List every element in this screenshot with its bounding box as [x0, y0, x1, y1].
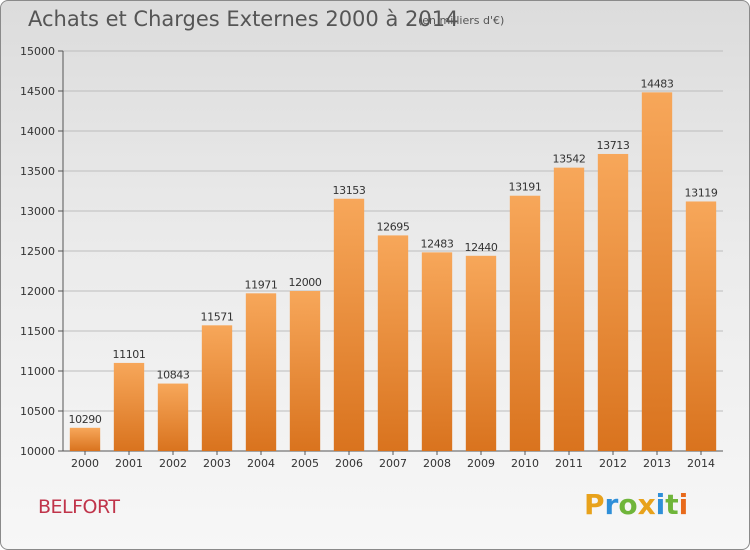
logo-letter: P: [584, 488, 605, 521]
value-label-2009: 12440: [465, 241, 498, 254]
logo-letter: i: [655, 488, 666, 521]
x-tick-label-2002: 2002: [159, 457, 187, 470]
logo-letter: x: [637, 488, 656, 521]
y-tick-label: 14500: [20, 85, 55, 98]
x-tick-label-2000: 2000: [71, 457, 99, 470]
x-tick-label-2003: 2003: [203, 457, 231, 470]
y-tick-label: 13000: [20, 205, 55, 218]
x-tick-label-2008: 2008: [423, 457, 451, 470]
bars: [69, 92, 717, 452]
x-tick-label-2005: 2005: [291, 457, 319, 470]
value-label-2008: 12483: [421, 237, 454, 250]
x-tick-label-2009: 2009: [467, 457, 495, 470]
bar-2005: [289, 291, 321, 451]
proxiti-logo: Proxiti: [584, 488, 688, 521]
y-tick-label: 15000: [20, 45, 55, 58]
y-tick-label: 10000: [20, 445, 55, 458]
y-tick-label: 12000: [20, 285, 55, 298]
chart-title: Achats et Charges Externes 2000 à 2014: [28, 7, 459, 31]
y-tick-label: 14000: [20, 125, 55, 138]
bar-2012: [597, 153, 629, 451]
y-tick-label: 10500: [20, 405, 55, 418]
bar-2007: [377, 235, 409, 451]
bar-2008: [421, 252, 453, 451]
x-tick-label-2006: 2006: [335, 457, 363, 470]
y-tick-label: 11500: [20, 325, 55, 338]
x-tick-label-2012: 2012: [599, 457, 627, 470]
bar-2014: [685, 201, 717, 451]
data-labels: 10290 11101 10843 11571 11971 12000 13153 12695…: [69, 77, 719, 426]
bar-2013: [641, 92, 673, 452]
x-tick-label-2013: 2013: [643, 457, 671, 470]
bar-2006: [333, 198, 365, 451]
value-label-2010: 13191: [509, 181, 542, 194]
city-name: BELFORT: [38, 496, 120, 518]
value-label-2004: 11971: [245, 278, 278, 291]
x-tick-label-2010: 2010: [511, 457, 539, 470]
chart-subtitle: (en milliers d'€): [418, 14, 505, 27]
bar-2011: [553, 167, 585, 451]
value-label-2006: 13153: [333, 184, 366, 197]
logo-letter: i: [678, 488, 689, 521]
bar-2000: [69, 427, 101, 451]
x-tick-label-2001: 2001: [115, 457, 143, 470]
bar-2009: [465, 255, 497, 451]
value-label-2000: 10290: [69, 413, 102, 426]
x-tick-label-2011: 2011: [555, 457, 583, 470]
y-tick-label: 12500: [20, 245, 55, 258]
logo-letter: r: [604, 488, 619, 521]
bar-2002: [157, 383, 189, 451]
value-label-2002: 10843: [157, 369, 190, 382]
y-tick-label: 13500: [20, 165, 55, 178]
value-label-2012: 13713: [597, 139, 630, 152]
value-label-2014: 13119: [685, 186, 718, 199]
x-tick-label-2007: 2007: [379, 457, 407, 470]
bar-2001: [113, 362, 145, 451]
x-tick-label-2014: 2014: [687, 457, 715, 470]
x-tick-label-2004: 2004: [247, 457, 275, 470]
y-tick-label: 11000: [20, 365, 55, 378]
value-label-2003: 11571: [201, 310, 234, 323]
value-label-2011: 13542: [553, 153, 586, 166]
bar-2010: [509, 195, 541, 451]
value-label-2005: 12000: [289, 276, 322, 289]
bar-2003: [201, 325, 233, 451]
value-label-2001: 11101: [113, 348, 146, 361]
logo-letter: o: [618, 488, 638, 521]
logo-letter: t: [665, 488, 679, 521]
value-label-2007: 12695: [377, 220, 410, 233]
bar-2004: [245, 293, 277, 451]
value-label-2013: 14483: [641, 77, 674, 90]
